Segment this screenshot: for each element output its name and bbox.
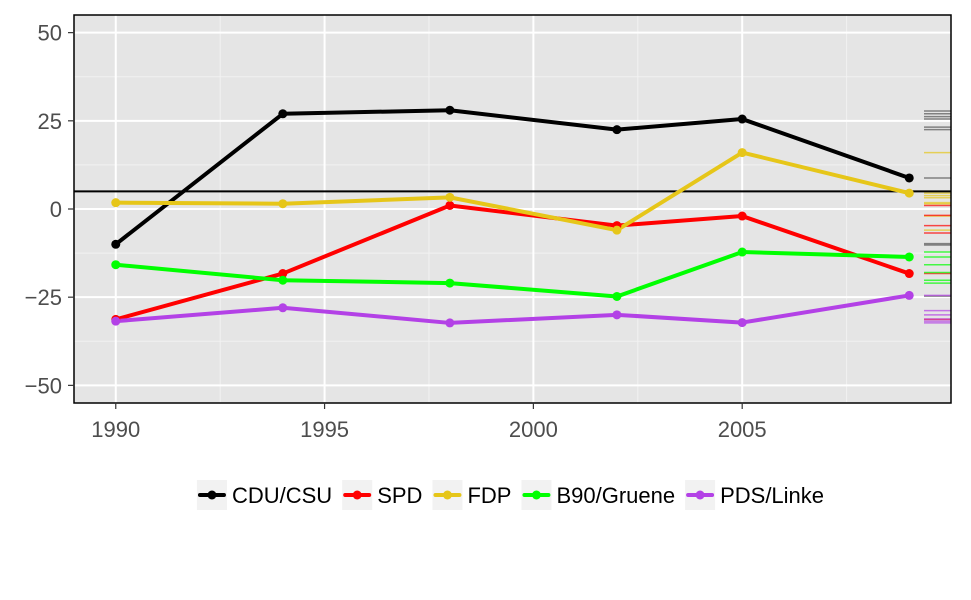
data-point-pds-linke [737,318,747,328]
data-point-cdu-csu [904,173,914,183]
series-points [111,105,914,328]
rug-marks [924,110,951,324]
legend-item-fdp: FDP [432,480,511,510]
data-point-cdu-csu [445,105,455,115]
y-tick-label: −25 [25,285,62,310]
data-point-fdp [904,188,914,198]
data-point-cdu-csu [737,114,747,124]
data-point-fdp [737,148,747,158]
legend-key-spd [342,480,373,510]
legend-label-spd: SPD [377,483,422,508]
series-lines [113,108,912,325]
legend-key-pds-linke [685,480,716,510]
legend: CDU/CSU SPD FDP B90/Gruene PDS/Linke [196,480,824,510]
legend-item-spd: SPD [342,480,422,510]
data-point-spd [737,211,747,221]
data-point-fdp [612,225,622,235]
data-point-cdu-csu [612,125,622,135]
x-tick-label: 1990 [91,417,140,442]
y-tick-label: 25 [38,109,62,134]
series-line-cdu-csu [113,108,912,247]
data-point-b90-gruene [111,260,121,270]
y-axis: 50 25 0 −25 −50 [25,21,74,398]
series-line-b90-gruene [113,250,912,299]
legend-item-pds-linke: PDS/Linke [685,480,824,510]
series-line-pds-linke [113,293,912,325]
legend-item-cdu-csu: CDU/CSU [196,480,332,510]
data-point-pds-linke [111,316,121,326]
x-axis: 1990 1995 2000 2005 [91,403,767,442]
data-point-b90-gruene [737,247,747,257]
x-tick-label: 2005 [718,417,767,442]
legend-label-pds-linke: PDS/Linke [720,483,824,508]
y-tick-label: 50 [38,21,62,46]
data-point-spd [904,269,914,279]
legend-key-cdu-csu [196,480,227,510]
data-point-cdu-csu [111,239,121,249]
x-tick-label: 1995 [300,417,349,442]
legend-key-b90-gruene [521,480,552,510]
legend-key-fdp [432,480,463,510]
data-point-b90-gruene [612,291,622,301]
data-point-b90-gruene [904,252,914,262]
series-line-fdp [113,150,912,233]
data-point-pds-linke [904,290,914,300]
y-tick-label: −50 [25,373,62,398]
data-point-pds-linke [278,303,288,313]
legend-item-b90-gruene: B90/Gruene [521,480,675,510]
data-point-cdu-csu [278,109,288,119]
legend-label-cdu-csu: CDU/CSU [232,483,332,508]
data-point-fdp [278,199,288,209]
x-tick-label: 2000 [509,417,558,442]
y-tick-label: 0 [50,197,62,222]
data-point-spd [278,269,288,279]
legend-label-b90-gruene: B90/Gruene [556,483,675,508]
data-point-pds-linke [612,310,622,320]
data-point-b90-gruene [445,278,455,288]
data-point-b90-gruene [278,275,288,285]
data-point-fdp [111,198,121,208]
legend-label-fdp: FDP [467,483,511,508]
data-point-pds-linke [445,318,455,328]
data-point-fdp [445,192,455,202]
data-point-spd [445,200,455,210]
